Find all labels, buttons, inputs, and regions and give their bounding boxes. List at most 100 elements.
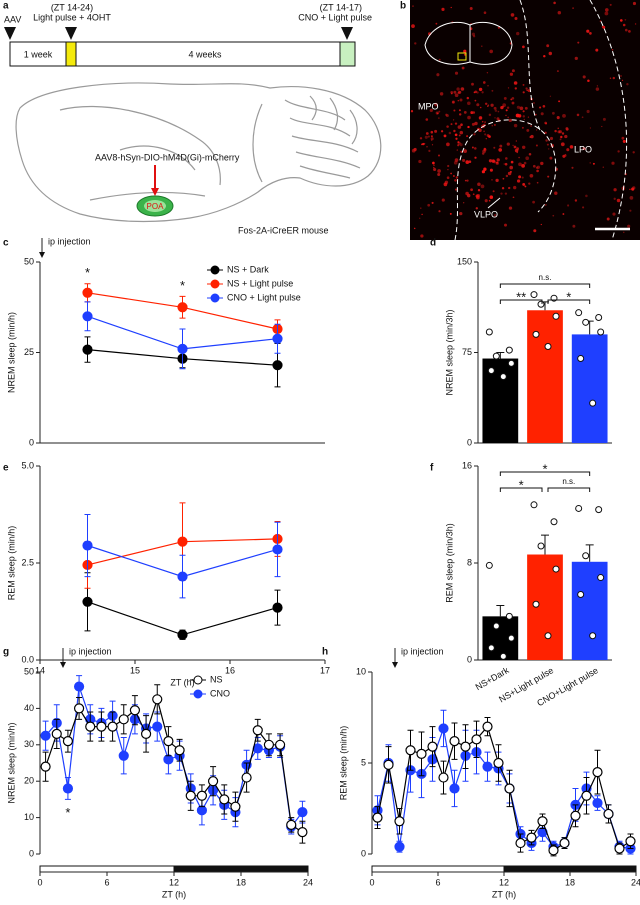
cell bbox=[466, 193, 471, 198]
cell bbox=[483, 11, 487, 14]
cell bbox=[457, 141, 460, 144]
cell bbox=[427, 135, 430, 138]
cell bbox=[493, 123, 496, 126]
cell bbox=[457, 91, 460, 94]
cell bbox=[446, 142, 450, 147]
cell bbox=[574, 199, 578, 202]
cell bbox=[528, 153, 532, 156]
cell bbox=[481, 152, 485, 155]
significance: * bbox=[519, 477, 524, 492]
cell bbox=[556, 70, 559, 73]
cell bbox=[438, 117, 440, 119]
cell bbox=[490, 103, 494, 107]
cell bbox=[611, 48, 614, 51]
panel-label: d bbox=[430, 238, 436, 249]
data-point bbox=[550, 518, 558, 526]
cell bbox=[586, 109, 590, 114]
y-axis-label: NREM sleep (min/h) bbox=[6, 312, 16, 393]
marker bbox=[107, 721, 118, 732]
data-point bbox=[575, 309, 583, 317]
marker bbox=[177, 302, 188, 313]
cell bbox=[460, 151, 463, 154]
cell bbox=[445, 113, 448, 117]
cell bbox=[478, 116, 483, 120]
y-tick-label: 0 bbox=[361, 848, 366, 858]
significance-bracket bbox=[499, 283, 591, 288]
cell bbox=[474, 99, 477, 102]
cell bbox=[489, 49, 494, 54]
cell bbox=[549, 136, 554, 141]
cell bbox=[564, 134, 568, 139]
data-point bbox=[552, 312, 560, 320]
cell bbox=[526, 128, 530, 132]
marker bbox=[515, 837, 526, 849]
x-tick-label: 0 bbox=[37, 877, 42, 887]
y-tick-label: 5.0 bbox=[21, 460, 34, 470]
marker bbox=[82, 311, 93, 322]
cell bbox=[429, 108, 433, 113]
x-tick-label: 14 bbox=[35, 665, 45, 675]
micrograph bbox=[410, 0, 640, 240]
cell bbox=[572, 224, 576, 228]
cell bbox=[522, 182, 526, 186]
cell bbox=[526, 89, 529, 92]
y-axis-label: NREM sleep (min/3h) bbox=[444, 309, 454, 395]
cell bbox=[508, 206, 513, 210]
cell bbox=[453, 109, 456, 112]
data-point bbox=[597, 328, 605, 336]
virus-label: AAV8-hSyn-DIO-hM4D(Gi)-mCherry bbox=[95, 152, 240, 162]
cell bbox=[441, 7, 445, 11]
marker bbox=[129, 705, 141, 716]
cell bbox=[511, 97, 515, 100]
cell bbox=[448, 131, 452, 135]
cell bbox=[433, 167, 437, 172]
cell bbox=[516, 179, 521, 183]
cell bbox=[438, 110, 441, 113]
cell bbox=[632, 1, 637, 6]
marker bbox=[592, 797, 603, 809]
marker bbox=[252, 725, 263, 736]
cell bbox=[450, 6, 452, 9]
error-bar bbox=[496, 604, 505, 617]
cell bbox=[530, 134, 534, 139]
cell bbox=[632, 151, 635, 154]
marker bbox=[297, 827, 308, 838]
marker bbox=[537, 816, 548, 827]
cell bbox=[505, 157, 508, 160]
significance: n.s. bbox=[562, 477, 575, 486]
data-point bbox=[577, 355, 585, 363]
cell bbox=[502, 177, 505, 180]
cell bbox=[466, 179, 469, 182]
cell bbox=[463, 111, 467, 114]
cell bbox=[454, 71, 459, 75]
y-axis-label: NREM sleep (min/h) bbox=[6, 722, 16, 803]
arrow bbox=[341, 27, 353, 40]
cell bbox=[628, 30, 631, 33]
cell bbox=[504, 223, 507, 227]
cell bbox=[454, 133, 458, 137]
y-tick-label: 10 bbox=[24, 812, 34, 822]
cell bbox=[491, 125, 493, 127]
marker bbox=[118, 750, 129, 761]
series-line bbox=[376, 725, 631, 852]
cell bbox=[466, 135, 469, 138]
significance-bracket bbox=[547, 299, 591, 304]
cell bbox=[494, 109, 498, 112]
cell bbox=[414, 42, 417, 45]
panel-label: g bbox=[3, 647, 9, 658]
cell bbox=[536, 165, 540, 169]
data-point bbox=[505, 612, 513, 620]
cell bbox=[460, 123, 463, 127]
cell bbox=[419, 217, 421, 219]
y-tick-label: 0 bbox=[467, 654, 472, 664]
marker bbox=[82, 344, 93, 355]
cell bbox=[512, 144, 514, 147]
cell bbox=[411, 24, 415, 28]
timeline-label: (ZT 14-17) bbox=[320, 2, 362, 12]
cell bbox=[452, 119, 455, 121]
cell bbox=[609, 77, 612, 80]
cell bbox=[494, 117, 496, 119]
marker bbox=[263, 739, 275, 750]
marker bbox=[272, 544, 283, 555]
